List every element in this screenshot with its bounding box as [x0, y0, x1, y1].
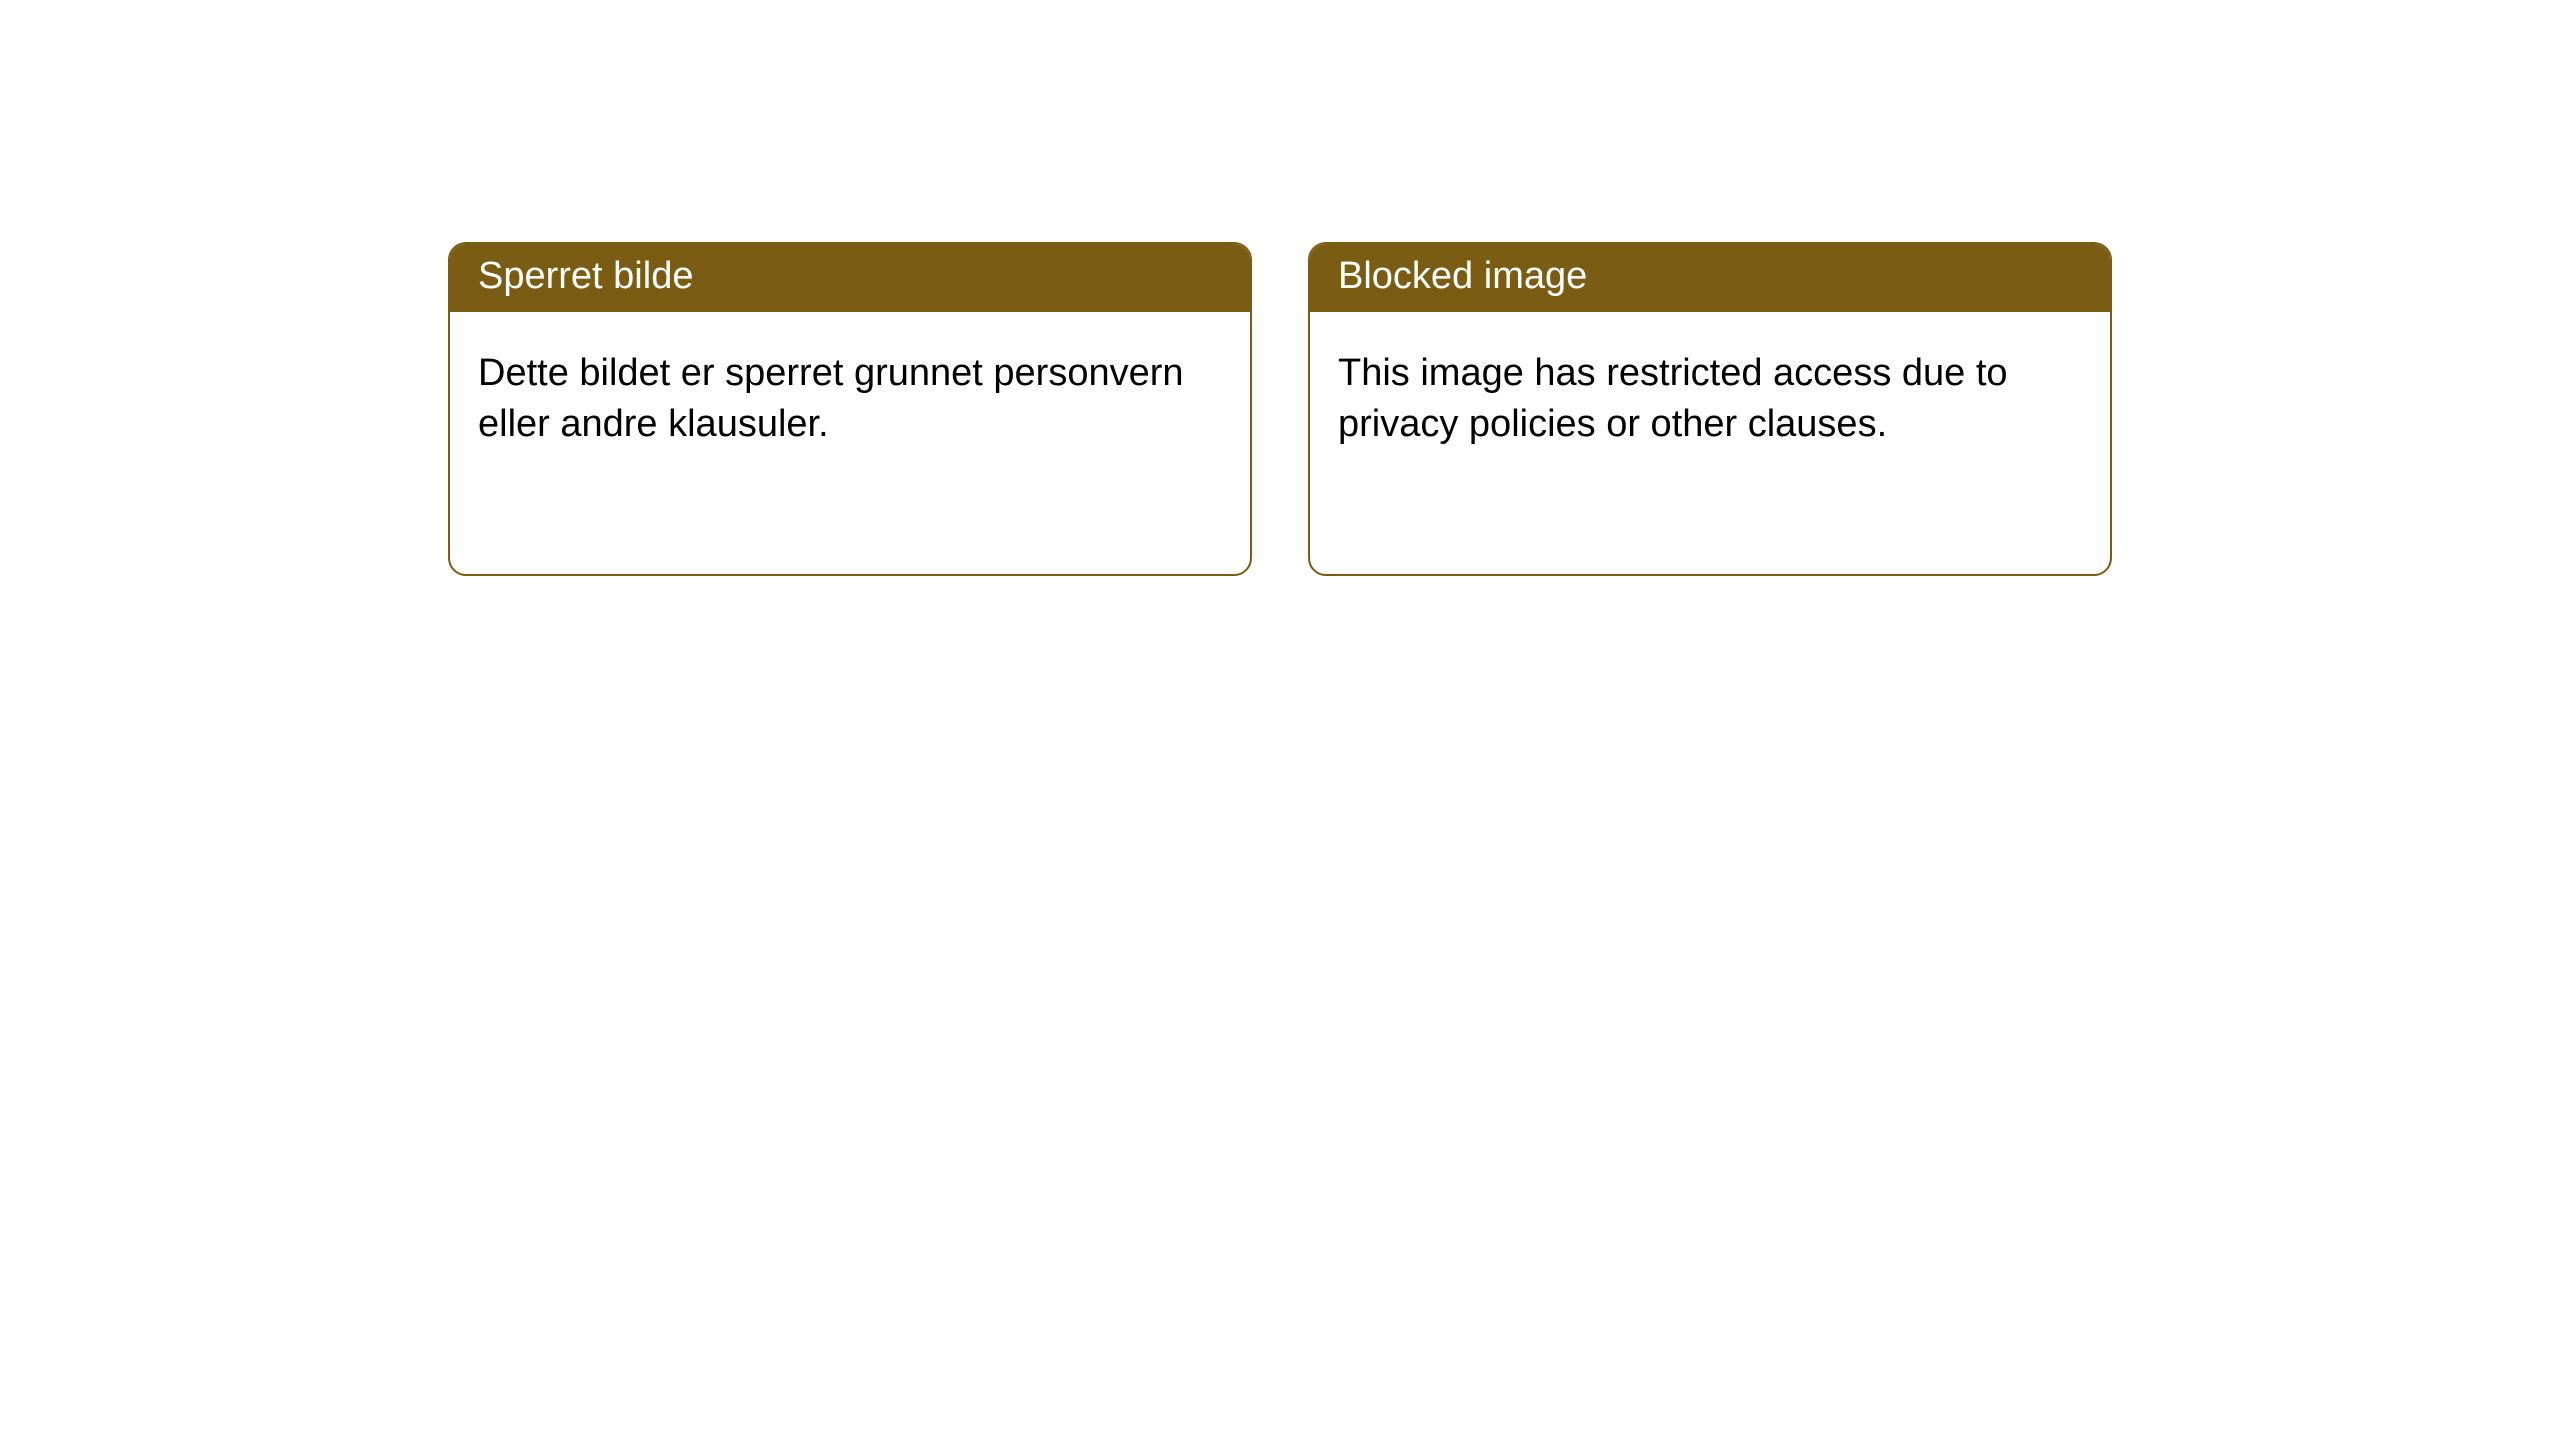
notice-body-text: This image has restricted access due to … — [1338, 352, 2008, 445]
notice-card-english: Blocked image This image has restricted … — [1308, 242, 2112, 576]
notice-body-text: Dette bildet er sperret grunnet personve… — [478, 352, 1184, 445]
notice-header: Blocked image — [1310, 244, 2110, 312]
notice-body: Dette bildet er sperret grunnet personve… — [450, 312, 1250, 487]
notice-title: Sperret bilde — [478, 255, 693, 297]
notice-title: Blocked image — [1338, 255, 1587, 297]
notice-container: Sperret bilde Dette bildet er sperret gr… — [0, 0, 2560, 576]
notice-header: Sperret bilde — [450, 244, 1250, 312]
notice-card-norwegian: Sperret bilde Dette bildet er sperret gr… — [448, 242, 1252, 576]
notice-body: This image has restricted access due to … — [1310, 312, 2110, 487]
